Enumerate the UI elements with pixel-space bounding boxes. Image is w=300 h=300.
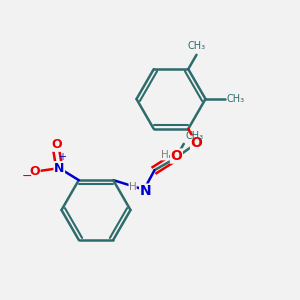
- Text: O: O: [29, 165, 40, 178]
- Text: O: O: [170, 149, 182, 163]
- Text: O: O: [190, 136, 202, 150]
- Text: CH₃: CH₃: [188, 41, 206, 51]
- Text: −: −: [22, 170, 32, 183]
- Text: N: N: [54, 162, 64, 175]
- Text: CH₃: CH₃: [226, 94, 244, 104]
- Text: +: +: [58, 152, 66, 161]
- Text: H: H: [129, 182, 136, 192]
- Text: O: O: [51, 138, 62, 151]
- Text: H: H: [161, 150, 169, 160]
- Text: N: N: [140, 184, 151, 198]
- Text: CH₃: CH₃: [185, 131, 203, 142]
